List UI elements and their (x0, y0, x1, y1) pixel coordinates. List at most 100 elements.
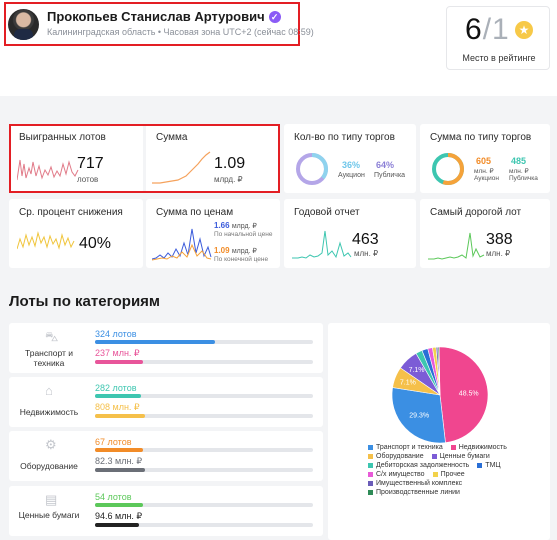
stat-title: Сумма (156, 132, 188, 143)
stat-title: Выигранных лотов (19, 132, 106, 143)
price-start-unit: млрд. ₽ (231, 223, 257, 230)
sum-type-donut (432, 153, 464, 185)
sum-auction-unit: млн. ₽ (474, 168, 494, 175)
legend-label: Имущественный комплекс (376, 480, 463, 487)
profile-header: Прокопьев Станислав Артурович ✓ Калинингр… (0, 0, 557, 96)
category-transport[interactable]: ⛍ Транспорт и техника 324 лотов 237 млн.… (9, 323, 323, 373)
lots-track (95, 394, 313, 398)
legend-row: Оборудование Ценные бумаги (368, 453, 548, 460)
legend-item[interactable]: Дебиторская задолженность (368, 462, 469, 469)
category-lots-row: 324 лотов (95, 329, 313, 344)
legend-swatch (477, 463, 483, 468)
lots-track (95, 448, 313, 452)
pie-slice[interactable] (391, 387, 446, 444)
legend-row: Производственные линии (368, 489, 548, 496)
profile-name[interactable]: Прокопьев Станислав Артурович ✓ (47, 9, 281, 24)
category-real-estate[interactable]: ⌂ Недвижимость 282 лотов 808 млн. ₽ (9, 377, 323, 427)
legend-label: Ценные бумаги (439, 453, 490, 460)
sum-sparkline (152, 151, 211, 184)
price-final: 1.09 млрд. ₽ (214, 246, 257, 255)
stat-sum[interactable]: Сумма 1.09 млрд. ₽ (146, 124, 280, 193)
pie-slice-label: 29.3% (409, 412, 429, 419)
sum-auction-label: Аукцион (474, 175, 499, 182)
profile-highlight (4, 2, 300, 46)
count-auction-label: Аукцион (338, 172, 365, 179)
avito-watermark: Avito (453, 498, 523, 528)
annual-unit: млн. ₽ (354, 249, 379, 258)
category-lots-row: 54 лотов (95, 492, 313, 507)
legend-row: Имущественный комплекс (368, 480, 548, 487)
category-lots-row: 282 лотов (95, 383, 313, 398)
won-lots-sparkline (17, 159, 79, 181)
legend-label: Производственные линии (376, 489, 460, 496)
legend-label: Оборудование (376, 453, 424, 460)
legend-item[interactable]: Имущественный комплекс (368, 480, 462, 487)
stat-title: Годовой отчет (294, 207, 360, 218)
legend-swatch (450, 445, 456, 450)
sum-public-unit: млн. ₽ (509, 168, 529, 175)
count-type-donut (296, 153, 328, 185)
avatar[interactable] (8, 9, 39, 40)
stat-annual[interactable]: Годовой отчет 463 млн. ₽ (284, 199, 416, 268)
count-auction-pct: 36% (342, 160, 361, 170)
price-final-label: По конечной цене (214, 256, 269, 263)
legend-item[interactable]: Прочее (432, 471, 465, 478)
sum-track (95, 414, 313, 418)
legend-label: С/х имущество (376, 471, 425, 478)
annual-sparkline (292, 230, 352, 259)
stat-most-expensive[interactable]: Самый дорогой лот 388 млн. ₽ (420, 199, 550, 268)
category-sum: 94.6 млн. ₽ (95, 511, 143, 521)
sum-unit: млрд. ₽ (214, 175, 243, 184)
legend-swatch (432, 472, 438, 477)
count-public-pct: 64% (376, 160, 395, 170)
stat-sum-by-type[interactable]: Сумма по типу торгов 605 млн. ₽ Аукцион … (420, 124, 550, 193)
house-icon: ⌂ (45, 383, 53, 398)
lots-fill (95, 448, 143, 452)
category-name: Ценные бумаги (18, 510, 80, 520)
legend-item[interactable]: Оборудование (368, 453, 424, 460)
price-start: 1.66 млрд. ₽ (214, 221, 257, 230)
won-lots-unit: лотов (77, 175, 99, 184)
most-expensive-value: 388 (486, 231, 513, 248)
category-lots: 54 лотов (95, 492, 132, 502)
category-equipment[interactable]: ⚙ Оборудование 67 лотов 82.3 млн. ₽ (9, 431, 323, 481)
rank-value: 6/1 (465, 13, 510, 47)
legend-label: Дебиторская задолженность (376, 462, 470, 469)
pie-slice[interactable] (437, 346, 441, 396)
rank-total: /1 (482, 13, 510, 46)
legend-swatch (368, 472, 373, 477)
stat-price-sum[interactable]: Сумма по ценам 1.66 млрд. ₽ По начальной… (146, 199, 280, 268)
category-sum: 82.3 млн. ₽ (95, 456, 143, 466)
category-sum-row: 808 млн. ₽ (95, 402, 313, 418)
legend-item[interactable]: ТМЦ (477, 462, 501, 469)
stat-avg-drop[interactable]: Ср. процент снижения 40% (9, 199, 143, 268)
stat-won-lots[interactable]: Выигранных лотов 717 лотов (9, 124, 143, 193)
pie-slice[interactable] (438, 346, 489, 444)
machine-icon: ⚙ (45, 437, 57, 452)
category-lots: 324 лотов (95, 329, 137, 339)
legend-item[interactable]: Недвижимость (450, 444, 507, 451)
sum-track (95, 468, 313, 472)
price-start-value: 1.66 (214, 221, 230, 230)
rank-card: 6/1 ★ Место в рейтинге (446, 6, 550, 70)
legend-label: Прочее (440, 471, 465, 478)
sum-fill (95, 414, 146, 418)
pie-slice-label: 48.5% (459, 391, 479, 398)
legend-item[interactable]: Транспорт и техника (368, 444, 443, 451)
lots-fill (95, 394, 141, 398)
legend-item[interactable]: С/х имущество (368, 471, 425, 478)
check-badge-icon: ✓ (268, 11, 281, 23)
legend-item[interactable]: Ценные бумаги (431, 453, 490, 460)
document-icon: ▤ (45, 492, 58, 507)
won-lots-highlight (9, 124, 280, 193)
avito-logo-icon (432, 503, 452, 522)
legend-row: Дебиторская задолженность ТМЦ (368, 462, 548, 469)
category-securities[interactable]: ▤ Ценные бумаги 54 лотов 94.6 млн. ₽ (9, 486, 323, 536)
price-final-value: 1.09 (214, 246, 230, 255)
category-sum-row: 94.6 млн. ₽ (95, 511, 313, 527)
won-lots-value: 717 (77, 155, 104, 172)
stat-count-by-type[interactable]: Кол-во по типу торгов 36% Аукцион 64% Пу… (284, 124, 416, 193)
legend-item[interactable]: Производственные линии (368, 489, 460, 496)
legend-swatch (368, 454, 373, 459)
category-pie-chart: 48.5% 29.3% 7.1% 7.1% (391, 346, 489, 444)
